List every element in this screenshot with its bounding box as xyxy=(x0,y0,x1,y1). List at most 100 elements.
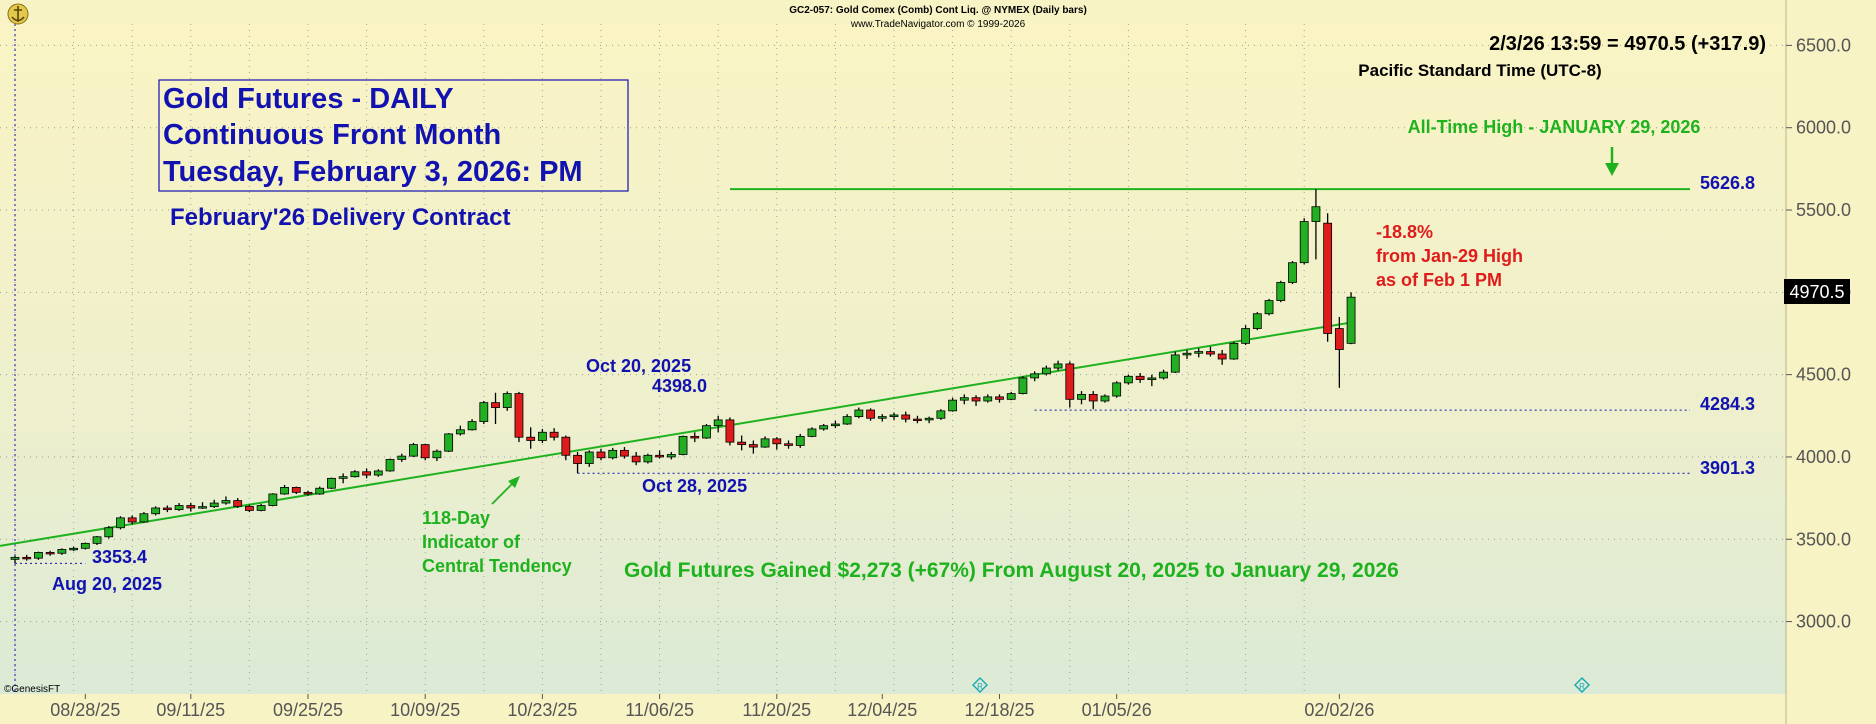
candle-body xyxy=(702,425,711,439)
candle-body xyxy=(491,402,500,408)
candle-body xyxy=(866,409,875,419)
candle-body xyxy=(1229,342,1239,360)
candle xyxy=(256,503,266,512)
candle-body xyxy=(831,423,840,427)
candle xyxy=(678,435,688,456)
candle xyxy=(1288,261,1297,285)
candle-body xyxy=(1276,282,1286,301)
candle-body xyxy=(291,487,301,493)
candle xyxy=(620,447,629,459)
anchor-logo-icon[interactable] xyxy=(7,3,29,25)
candle-body xyxy=(807,428,817,437)
candle xyxy=(913,415,922,424)
candle-body xyxy=(573,454,582,464)
candle-body xyxy=(901,414,911,420)
oct28-date-label: Oct 28, 2025 xyxy=(642,476,747,496)
candle xyxy=(725,417,735,446)
candle xyxy=(350,470,360,478)
candle xyxy=(1182,349,1192,359)
candle-body xyxy=(1041,367,1051,375)
candle xyxy=(573,452,582,474)
candle-body xyxy=(631,455,641,463)
candle-body xyxy=(34,552,43,559)
event-marker-icon[interactable]: R xyxy=(1574,677,1590,693)
candle-body xyxy=(784,443,793,446)
candle-body xyxy=(959,397,969,401)
x-tick-label: 12/18/25 xyxy=(964,700,1034,720)
candle-body xyxy=(1124,375,1133,384)
candle xyxy=(924,416,934,424)
candle xyxy=(1053,360,1063,371)
candle xyxy=(244,504,254,513)
candle-body xyxy=(913,418,922,421)
candle xyxy=(1041,365,1051,376)
candle-body xyxy=(549,431,559,438)
candle xyxy=(643,453,653,464)
candle-body xyxy=(268,493,278,506)
candle xyxy=(1194,348,1204,358)
candle-body xyxy=(514,393,524,438)
candle-body xyxy=(538,431,547,441)
candle xyxy=(784,440,793,449)
candle-body xyxy=(1018,377,1028,394)
y-tick-label: 6000.0 xyxy=(1796,118,1851,138)
candle-body xyxy=(1100,395,1110,402)
candle-body xyxy=(373,470,383,476)
candle xyxy=(538,428,547,443)
candle xyxy=(151,506,161,516)
candle xyxy=(80,542,90,550)
candle-body xyxy=(526,436,536,441)
candle xyxy=(186,502,196,512)
candle xyxy=(959,394,969,405)
candle-body xyxy=(983,396,993,402)
candle xyxy=(1030,371,1040,382)
candle xyxy=(1206,346,1215,357)
candle xyxy=(92,535,102,546)
candle-body xyxy=(1264,300,1274,315)
candle xyxy=(22,554,32,561)
candle xyxy=(772,437,782,450)
event-marker-icon[interactable]: R xyxy=(972,677,988,693)
plot-area xyxy=(0,24,1786,694)
candle xyxy=(1323,213,1333,342)
candle-body xyxy=(971,397,981,402)
candle xyxy=(1229,341,1239,360)
candle-body xyxy=(1311,206,1321,222)
candle-body xyxy=(1147,377,1157,380)
candle-body xyxy=(397,455,407,460)
candle xyxy=(737,435,747,451)
candle xyxy=(1147,374,1157,387)
candle xyxy=(877,414,887,422)
candle xyxy=(819,424,829,431)
y-tick-label: 6500.0 xyxy=(1796,35,1851,55)
title-line-2: Continuous Front Month xyxy=(163,119,501,151)
candle-body xyxy=(10,556,20,560)
candle xyxy=(327,477,336,490)
candle-body xyxy=(995,396,1004,400)
candle-body xyxy=(69,547,78,551)
candle-body xyxy=(186,505,196,509)
candle xyxy=(1217,349,1227,365)
candle-body xyxy=(444,433,454,452)
ath-label: All-Time High - JANUARY 29, 2026 xyxy=(1408,117,1701,137)
candle xyxy=(807,427,817,438)
candle xyxy=(139,512,149,523)
candle xyxy=(584,450,594,467)
candle xyxy=(467,419,477,431)
candle-body xyxy=(608,449,618,459)
candle xyxy=(444,433,454,453)
candle-body xyxy=(350,471,360,478)
candle-body xyxy=(760,438,770,448)
candle-body xyxy=(924,417,934,421)
candle-body xyxy=(432,450,442,459)
candle xyxy=(1170,351,1180,373)
x-tick-label: 10/09/25 xyxy=(390,700,460,720)
candle-body xyxy=(1030,373,1040,379)
candle-body xyxy=(1194,351,1204,354)
x-tick-label: 12/04/25 xyxy=(847,700,917,720)
candle-body xyxy=(209,502,219,508)
candle xyxy=(1264,298,1274,316)
last-price-value: 4970.5 xyxy=(1789,282,1844,302)
candle-body xyxy=(280,487,289,495)
candle xyxy=(385,458,395,472)
